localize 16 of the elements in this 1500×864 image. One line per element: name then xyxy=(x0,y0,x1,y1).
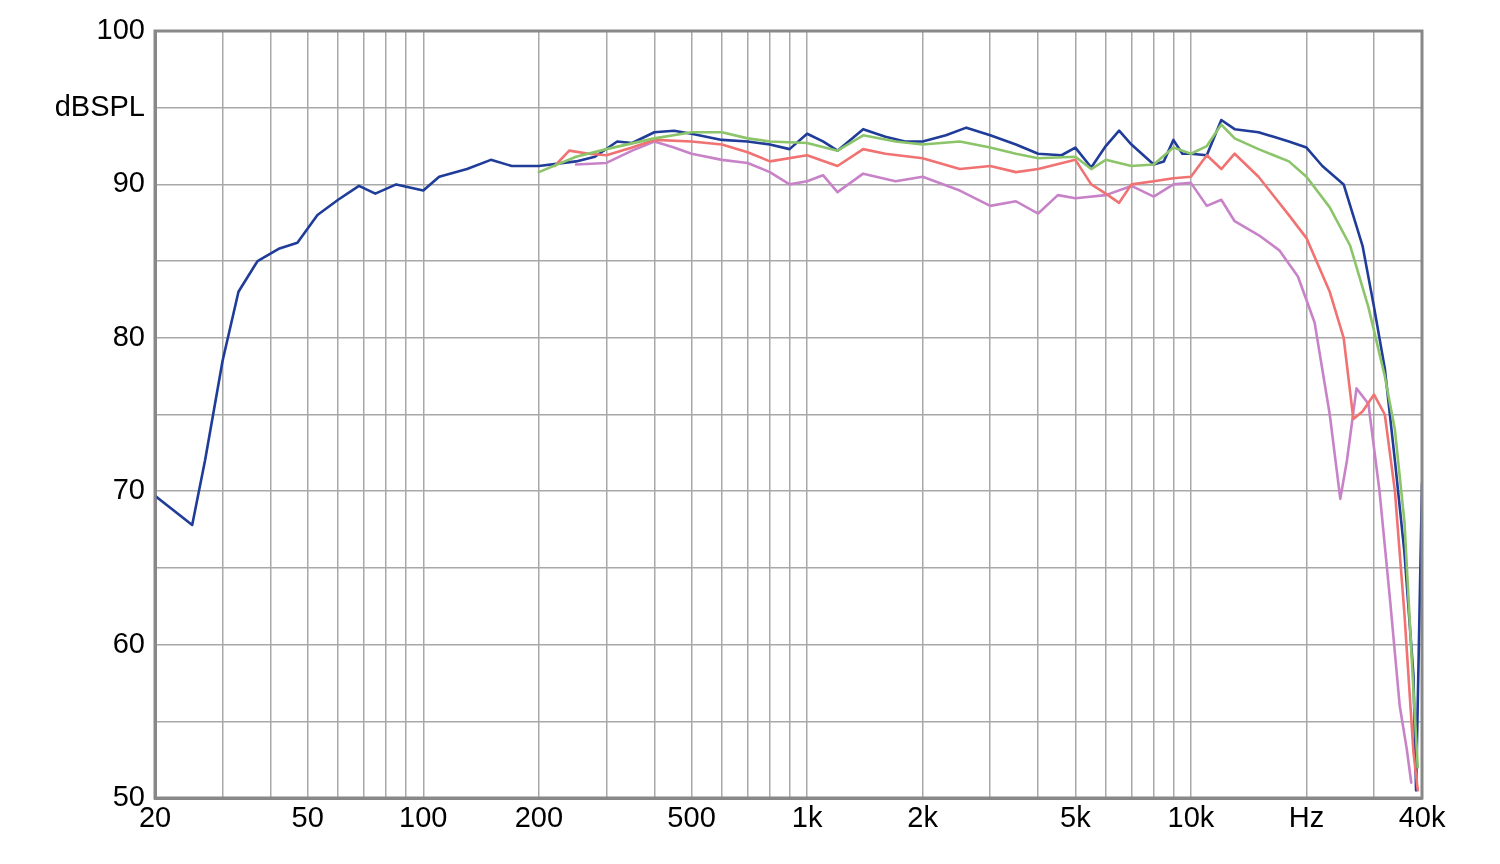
y-tick-label: 100 xyxy=(96,13,145,45)
x-tick-label: 10k xyxy=(1167,801,1215,834)
x-tick-label: 1k xyxy=(791,801,823,834)
x-tick-label: 200 xyxy=(514,801,564,834)
y-tick-label: 90 xyxy=(112,166,145,199)
y-tick-label: 70 xyxy=(112,473,145,506)
x-tick-label: 100 xyxy=(399,801,448,834)
x-tick-label: 50 xyxy=(291,801,324,834)
y-tick-label: 60 xyxy=(112,626,145,659)
x-tick-label: Hz xyxy=(1288,801,1325,834)
x-tick-label: 40k xyxy=(1398,801,1446,834)
y-tick-label: 80 xyxy=(112,319,145,352)
x-tick-label: 500 xyxy=(667,801,716,834)
x-tick-label: 2k xyxy=(907,801,939,834)
y-tick-label: dBSPL xyxy=(54,89,145,122)
x-tick-label: 5k xyxy=(1060,801,1092,834)
